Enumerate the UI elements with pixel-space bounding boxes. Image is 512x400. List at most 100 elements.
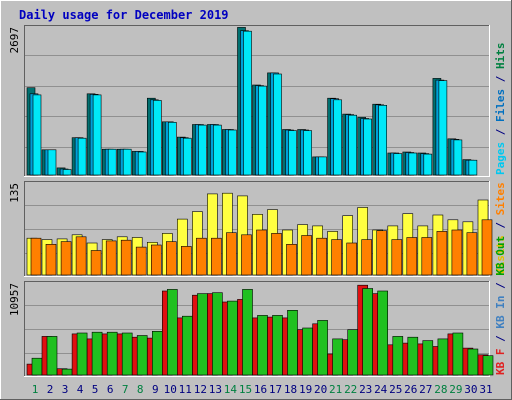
- bar-kb-out-day-12: [197, 294, 207, 375]
- bar-pages-day-30: [469, 160, 477, 175]
- legend-entry: /: [494, 122, 507, 142]
- bar-kb-out-day-5: [92, 332, 102, 375]
- bar-kb-out-day-1: [32, 358, 42, 375]
- bar-sites-day-14: [226, 233, 236, 275]
- bar-pages-day-14: [228, 130, 236, 175]
- bar-sites-day-15: [242, 235, 252, 275]
- x-label-day-18: 18: [284, 383, 297, 396]
- bar-sites-day-22: [347, 243, 357, 275]
- bar-kb-out-day-25: [393, 336, 403, 375]
- legend-hits-files-pages: Pages / Files / Hits: [494, 43, 507, 176]
- bar-pages-day-22: [349, 115, 357, 175]
- bar-kb-out-day-23: [363, 289, 373, 376]
- bar-kb-out-day-22: [348, 330, 358, 375]
- legend-entry: Sites: [494, 182, 507, 215]
- bar-kb-out-day-26: [408, 337, 418, 375]
- bar-sites-day-31: [482, 220, 492, 275]
- chart-panels: 2697 Pages / Files / Hits 135 Visits / Site…: [8, 25, 507, 377]
- bar-pages-day-4: [78, 138, 86, 175]
- x-label-day-25: 25: [389, 383, 402, 396]
- bar-kb-out-day-4: [77, 333, 87, 375]
- bar-sites-day-25: [392, 240, 402, 275]
- bar-sites-day-12: [196, 238, 206, 275]
- bar-pages-day-2: [48, 150, 56, 175]
- legend-entry: Files: [494, 89, 507, 122]
- legend-entry: /: [494, 329, 507, 349]
- bar-sites-day-21: [332, 240, 342, 275]
- x-label-day-16: 16: [254, 383, 267, 396]
- bar-sites-day-13: [211, 238, 221, 275]
- bar-kb-out-day-24: [378, 291, 388, 375]
- x-label-day-13: 13: [209, 383, 222, 396]
- bar-pages-day-28: [439, 81, 447, 175]
- bar-pages-day-3: [63, 170, 71, 176]
- bar-kb-out-day-30: [468, 349, 478, 375]
- bar-sites-day-4: [76, 237, 86, 275]
- bar-kb-out-day-28: [438, 339, 448, 375]
- x-label-day-21: 21: [329, 383, 342, 396]
- x-label-day-6: 6: [107, 383, 114, 396]
- bar-sites-day-28: [437, 231, 447, 275]
- bar-sites-day-8: [136, 247, 146, 275]
- bar-kb-out-day-18: [288, 310, 298, 375]
- x-label-day-24: 24: [374, 383, 388, 396]
- x-label-day-29: 29: [449, 383, 462, 396]
- bar-kb-out-day-2: [47, 336, 57, 375]
- bar-kb-out-day-10: [167, 289, 177, 375]
- bar-pages-day-25: [394, 154, 402, 175]
- x-label-day-15: 15: [239, 383, 252, 396]
- bar-sites-day-2: [46, 244, 56, 275]
- x-label-day-12: 12: [194, 383, 207, 396]
- bar-pages-day-17: [274, 74, 282, 175]
- bar-kb-out-day-20: [318, 320, 328, 375]
- bar-pages-day-8: [138, 152, 146, 175]
- x-label-day-3: 3: [62, 383, 69, 396]
- bar-sites-day-24: [377, 231, 387, 275]
- x-label-day-10: 10: [164, 383, 177, 396]
- panel-visits-sites: 135 Visits / Sites: [8, 181, 507, 277]
- bar-sites-day-26: [407, 238, 417, 276]
- bar-pages-day-7: [123, 149, 131, 175]
- bar-pages-day-1: [33, 95, 41, 175]
- bar-sites-day-16: [257, 230, 267, 275]
- bar-sites-day-23: [362, 240, 372, 275]
- bar-pages-day-21: [334, 100, 342, 175]
- bar-sites-day-5: [91, 251, 101, 276]
- x-label-day-4: 4: [77, 383, 84, 396]
- bar-pages-day-23: [364, 119, 372, 175]
- x-label-day-2: 2: [47, 383, 54, 396]
- legend-entry: KB Out: [494, 236, 507, 276]
- bar-pages-day-27: [424, 154, 432, 175]
- legend-entry: KB In: [494, 296, 507, 329]
- bar-pages-day-24: [379, 105, 387, 175]
- bar-kb-out-day-6: [107, 332, 117, 375]
- chart-title: Daily usage for December 2019: [19, 8, 229, 22]
- legend-entry: /: [494, 276, 507, 296]
- x-label-day-28: 28: [434, 383, 447, 396]
- bar-pages-day-5: [93, 95, 101, 175]
- legend-kbytes: KB F / KB In / KB Out: [494, 236, 507, 375]
- bar-pages-day-12: [198, 125, 206, 175]
- bar-pages-day-26: [409, 153, 417, 175]
- x-label-day-1: 1: [32, 383, 39, 396]
- bar-kb-out-day-9: [152, 331, 162, 375]
- bar-sites-day-18: [287, 244, 297, 275]
- bar-kb-out-day-17: [273, 315, 283, 375]
- bar-pages-day-15: [244, 31, 252, 175]
- x-label-day-11: 11: [179, 383, 192, 396]
- x-label-day-17: 17: [269, 383, 282, 396]
- bar-kb-out-day-13: [212, 293, 222, 375]
- bar-sites-day-19: [302, 236, 312, 276]
- bar-sites-day-9: [151, 245, 161, 275]
- bar-pages-day-18: [289, 131, 297, 175]
- legend-entry: KB F: [494, 349, 507, 376]
- bar-pages-day-10: [168, 122, 176, 175]
- bar-kb-out-day-7: [122, 333, 132, 375]
- legend-entry: Pages: [494, 142, 507, 175]
- x-label-day-20: 20: [314, 383, 327, 396]
- bar-pages-day-20: [319, 157, 327, 175]
- bar-kb-out-day-16: [258, 315, 268, 375]
- bar-pages-day-9: [153, 100, 161, 175]
